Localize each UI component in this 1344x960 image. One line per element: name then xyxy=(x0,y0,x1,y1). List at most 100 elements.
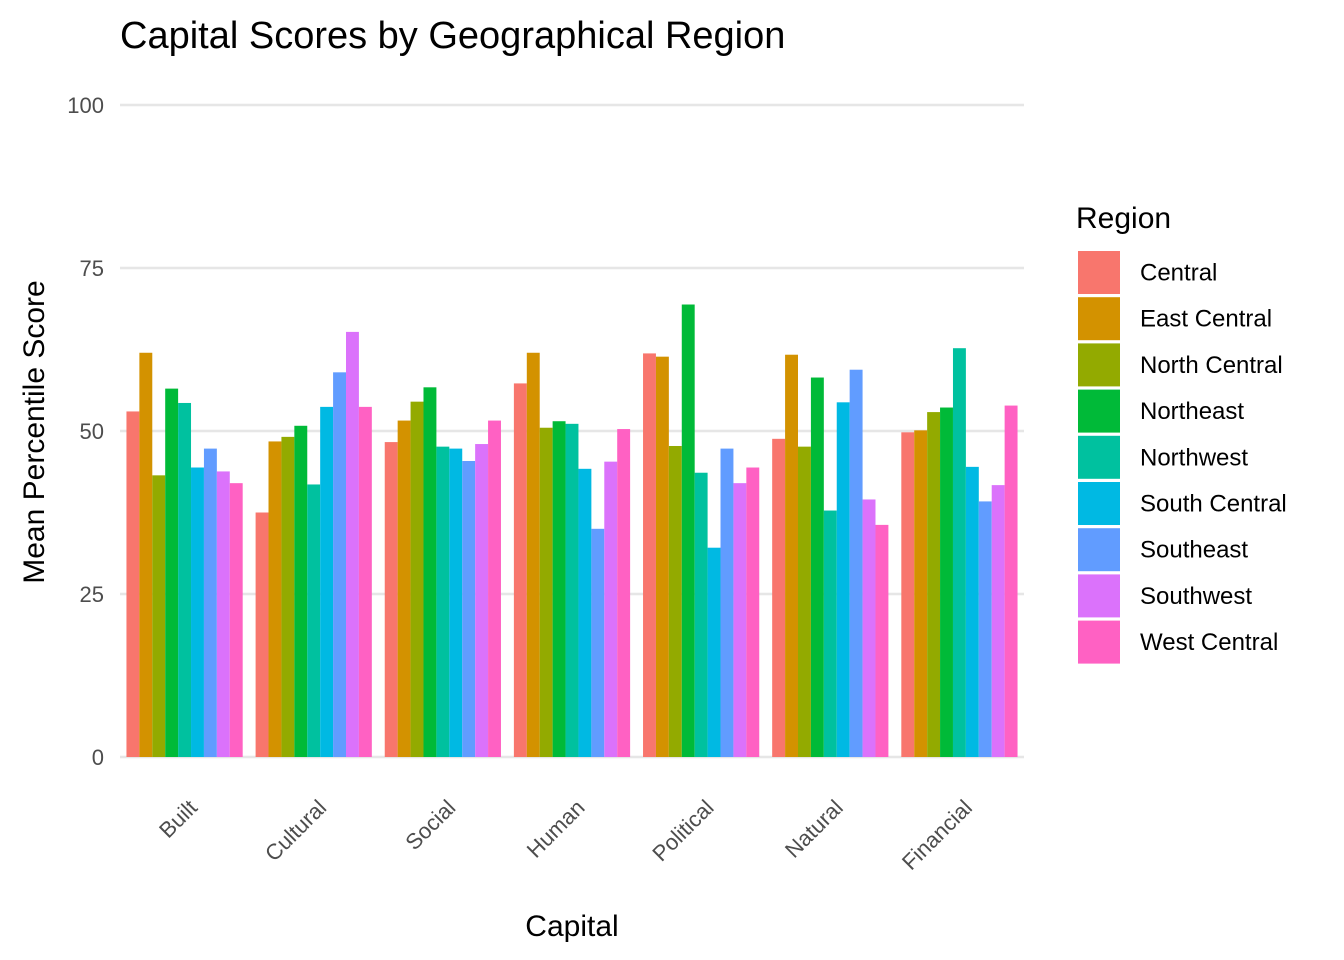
x-tick-label: Built xyxy=(154,795,202,843)
bar xyxy=(772,438,786,757)
bar xyxy=(436,446,450,757)
legend-key xyxy=(1078,482,1120,525)
bar xyxy=(927,412,941,757)
bar xyxy=(488,420,501,757)
legend-key xyxy=(1078,435,1120,479)
bar xyxy=(320,406,334,757)
legend: Region Central East Central North Central N… xyxy=(1076,202,1287,664)
legend-key xyxy=(1078,528,1120,572)
bar xyxy=(810,377,824,757)
bar xyxy=(604,461,618,757)
x-tick-label: Cultural xyxy=(260,795,331,866)
bar xyxy=(965,466,979,757)
chart-title: Capital Scores by Geographical Region xyxy=(120,15,785,57)
bar xyxy=(655,356,669,757)
bar xyxy=(668,445,682,757)
y-tick-label: 0 xyxy=(92,745,104,770)
y-tick-label: 25 xyxy=(80,582,104,607)
x-tick-label: Political xyxy=(647,795,718,866)
bar xyxy=(410,401,424,757)
bar xyxy=(165,388,179,757)
bar xyxy=(591,528,605,757)
bar xyxy=(694,472,708,757)
bar xyxy=(849,369,863,757)
y-tick-label: 50 xyxy=(80,419,104,444)
bar xyxy=(1004,405,1018,757)
bar xyxy=(281,436,295,757)
bar xyxy=(462,460,476,757)
legend-label: East Central xyxy=(1140,306,1272,333)
bar xyxy=(823,510,837,757)
legend-label: Southwest xyxy=(1140,583,1252,610)
legend-label: South Central xyxy=(1140,491,1287,518)
bar xyxy=(178,402,192,757)
bar xyxy=(307,484,321,757)
bar xyxy=(216,471,230,757)
bar xyxy=(449,448,463,757)
bar xyxy=(346,331,359,757)
legend-key xyxy=(1078,251,1120,294)
bar xyxy=(914,430,928,757)
bar xyxy=(643,353,656,757)
bar xyxy=(733,483,747,757)
bar xyxy=(552,421,566,757)
bars xyxy=(126,304,1018,757)
legend-key xyxy=(1078,620,1120,664)
legend-label: Northwest xyxy=(1140,444,1248,471)
legend-key xyxy=(1078,297,1120,341)
bar xyxy=(565,423,579,757)
bar xyxy=(707,547,721,757)
x-tick-label: Natural xyxy=(780,795,848,863)
bar xyxy=(836,402,850,757)
bar xyxy=(720,448,734,757)
x-tick-label: Human xyxy=(522,795,590,863)
bar xyxy=(294,425,308,757)
bar xyxy=(268,441,282,757)
legend-key xyxy=(1078,343,1120,387)
bar xyxy=(526,352,540,757)
legend-label: West Central xyxy=(1140,629,1278,656)
bar xyxy=(862,499,876,757)
x-axis-title: Capital xyxy=(525,910,618,943)
y-tick-label: 75 xyxy=(80,256,104,281)
bar xyxy=(475,444,489,757)
x-axis-ticks: Built Cultural Social Human Political Natural… xyxy=(154,795,977,875)
bar xyxy=(798,446,811,757)
x-tick-label: Social xyxy=(400,795,460,855)
legend-key xyxy=(1078,389,1120,433)
legend-key xyxy=(1078,574,1120,618)
bar xyxy=(952,348,966,757)
bar xyxy=(539,427,553,757)
bar xyxy=(191,467,204,757)
bar xyxy=(746,467,760,757)
bar xyxy=(901,432,915,757)
bar xyxy=(978,501,992,757)
bar xyxy=(255,512,269,757)
legend-label: Northeast xyxy=(1140,398,1244,425)
bar xyxy=(578,468,592,757)
bar xyxy=(203,448,217,757)
legend-label: Southeast xyxy=(1140,537,1248,564)
y-tick-label: 100 xyxy=(67,93,104,118)
y-axis-title: Mean Percentile Score xyxy=(18,280,51,584)
bar xyxy=(397,420,411,757)
bar xyxy=(617,429,631,757)
bar xyxy=(681,304,695,757)
bar xyxy=(152,475,166,757)
legend-title: Region xyxy=(1076,202,1171,235)
bar xyxy=(991,485,1005,757)
x-tick-label: Financial xyxy=(897,795,977,875)
bar xyxy=(333,372,346,757)
bar xyxy=(513,383,527,757)
bar xyxy=(875,524,889,757)
bar xyxy=(785,354,798,757)
bar xyxy=(358,406,372,757)
bar xyxy=(139,352,153,757)
legend-label: North Central xyxy=(1140,352,1283,379)
y-axis-ticks: 0 25 50 75 100 xyxy=(67,93,104,770)
bar xyxy=(229,483,243,757)
bar xyxy=(384,442,398,757)
legend-label: Central xyxy=(1140,260,1217,287)
bar xyxy=(423,387,437,757)
